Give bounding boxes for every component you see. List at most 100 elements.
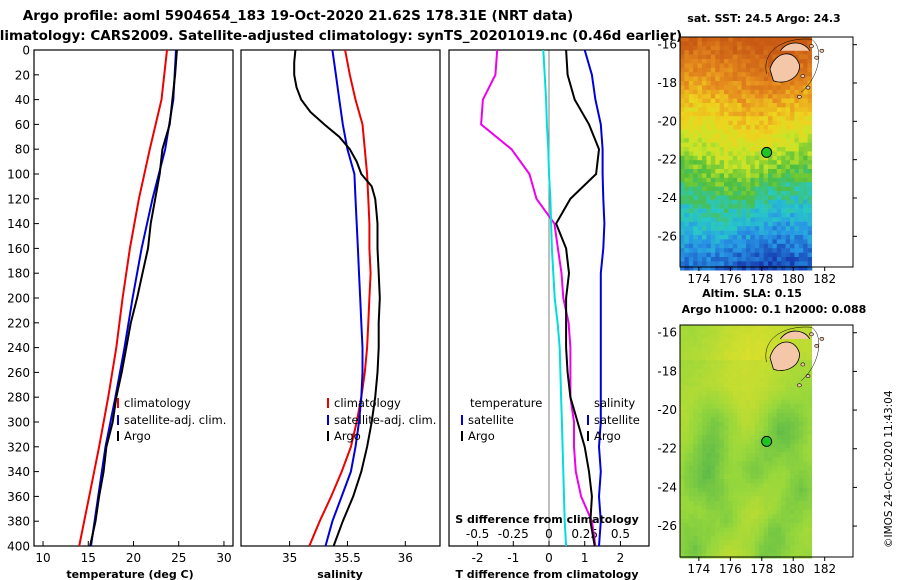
map-pixel	[790, 208, 795, 214]
map-pixel	[803, 509, 808, 515]
map-pixel	[776, 435, 782, 440]
map-pixel	[728, 147, 734, 152]
map-pixel	[798, 173, 804, 179]
map-pixel	[710, 531, 716, 537]
map-pixel	[768, 41, 773, 47]
map-pixel	[794, 483, 800, 489]
map-pixel	[728, 155, 734, 161]
map-pixel	[803, 213, 808, 218]
map-pixel	[746, 382, 751, 387]
map-pixel	[693, 479, 698, 484]
map-pixel	[785, 230, 791, 236]
map-pixel	[719, 435, 725, 440]
latitude-tick-label: -18	[657, 76, 677, 90]
map-pixel	[680, 549, 685, 555]
map-pixel	[772, 89, 778, 95]
map-pixel	[794, 235, 800, 240]
map-pixel	[763, 549, 769, 555]
map-pixel	[750, 417, 756, 423]
map-pixel	[732, 483, 738, 489]
map-pixel	[702, 382, 707, 387]
map-pixel	[772, 479, 778, 484]
map-pixel	[680, 226, 685, 231]
map-pixel	[768, 391, 773, 396]
map-pixel	[684, 63, 690, 69]
longitude-tick-label: 182	[813, 562, 836, 576]
map-pixel	[732, 417, 738, 423]
map-pixel	[794, 98, 800, 104]
map-pixel	[719, 243, 725, 249]
map-pixel	[684, 213, 690, 218]
map-pixel	[732, 509, 738, 515]
map-pixel	[763, 129, 769, 135]
map-pixel	[728, 474, 734, 480]
map-pixel	[732, 505, 738, 511]
map-pixel	[754, 426, 760, 431]
map-pixel	[715, 217, 720, 223]
map-pixel	[702, 67, 707, 73]
map-pixel	[710, 417, 716, 423]
map-pixel	[803, 248, 808, 253]
map-pixel	[803, 230, 808, 236]
islet	[814, 343, 819, 348]
map-pixel	[737, 81, 742, 86]
map-pixel	[790, 549, 795, 555]
sal-diff-tick-label: -0.5	[466, 527, 489, 541]
map-pixel	[706, 204, 712, 209]
temperature-argo-diff-line	[583, 49, 606, 547]
map-pixel	[719, 67, 725, 73]
map-pixel	[710, 257, 716, 262]
map-pixel	[680, 67, 685, 73]
map-pixel	[688, 474, 694, 480]
map-pixel	[781, 549, 786, 555]
map-pixel	[794, 421, 800, 427]
depth-tick-label: 380	[7, 515, 30, 529]
map-pixel	[719, 492, 725, 497]
map-pixel	[772, 399, 778, 405]
map-pixel	[688, 59, 694, 64]
map-pixel	[680, 448, 685, 453]
map-pixel	[737, 252, 742, 258]
map-pixel	[790, 426, 795, 431]
map-pixel	[710, 94, 716, 99]
map-pixel	[684, 182, 690, 187]
map-pixel	[781, 457, 786, 462]
map-pixel	[803, 129, 808, 135]
map-pixel	[684, 107, 690, 113]
map-pixel	[772, 186, 778, 192]
map-pixel	[715, 443, 720, 449]
map-pixel	[803, 527, 808, 533]
depth-tick-label: 160	[7, 242, 30, 256]
map-pixel	[794, 479, 800, 484]
map-pixel	[772, 257, 778, 262]
map-pixel	[693, 514, 698, 519]
map-pixel	[776, 257, 782, 262]
map-pixel	[719, 338, 725, 343]
map-pixel	[750, 439, 756, 445]
map-pixel	[737, 160, 742, 165]
map-pixel	[746, 195, 751, 201]
map-pixel	[781, 164, 786, 170]
map-pixel	[693, 487, 698, 493]
map-pixel	[803, 94, 808, 99]
map-pixel	[741, 479, 747, 484]
map-pixel	[684, 487, 690, 493]
map-pixel	[724, 76, 729, 82]
map-pixel	[737, 377, 742, 383]
map-pixel	[763, 257, 769, 262]
map-pixel	[680, 257, 685, 262]
map-pixel	[684, 536, 690, 541]
map-pixel	[776, 177, 782, 183]
map-pixel	[759, 505, 764, 511]
map-pixel	[706, 164, 712, 170]
map-pixel	[790, 509, 795, 515]
map-pixel	[768, 413, 773, 418]
map-pixel	[684, 452, 690, 458]
map-pixel	[706, 347, 712, 352]
map-pixel	[684, 120, 690, 126]
map-pixel	[794, 527, 800, 533]
map-pixel	[794, 177, 800, 183]
map-pixel	[781, 155, 786, 161]
map-pixel	[706, 452, 712, 458]
map-pixel	[706, 487, 712, 493]
